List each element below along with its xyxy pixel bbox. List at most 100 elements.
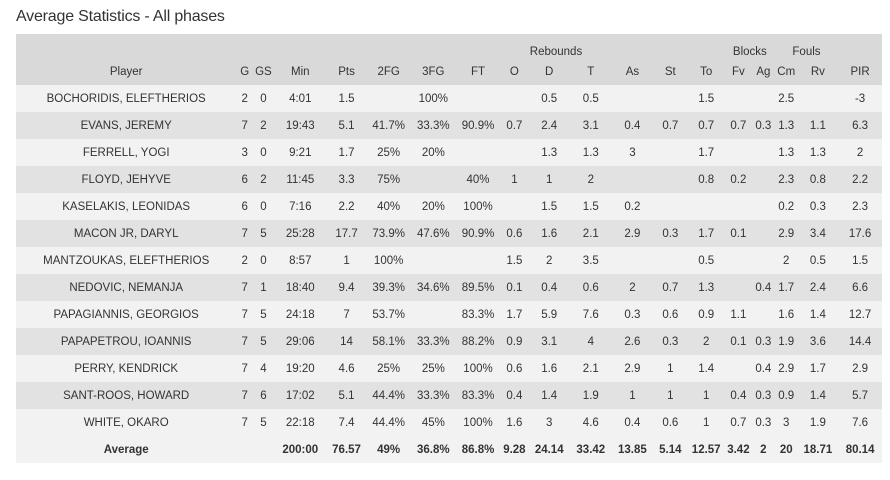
average-cell: 5.14 (653, 436, 688, 463)
stat-cell: 1.3 (528, 139, 570, 166)
column-header[interactable]: To (687, 59, 725, 85)
column-header[interactable]: FT (455, 59, 501, 85)
stat-cell: 83.3% (455, 382, 501, 409)
stat-cell: 0 (253, 193, 274, 220)
column-header[interactable]: PIR (838, 59, 882, 85)
player-name-cell[interactable]: MACON JR, DARYL (16, 220, 237, 247)
column-header[interactable]: Pts (326, 59, 367, 85)
stat-cell: 7.6 (838, 409, 882, 436)
player-name-cell[interactable]: FERRELL, YOGI (16, 139, 237, 166)
stat-cell: 53.7% (366, 301, 411, 328)
stat-cell: 2.4 (528, 112, 570, 139)
stat-cell: 1.4 (797, 382, 839, 409)
column-header[interactable]: As (611, 59, 654, 85)
stat-cell: 0.6 (500, 220, 529, 247)
column-header[interactable]: Rv (797, 59, 839, 85)
table-row: MANTZOUKAS, ELEFTHERIOS 2 0 8:57 1 100% 1.5 2 3.… (16, 247, 882, 274)
stat-cell: 1.1 (724, 301, 752, 328)
column-header[interactable]: O (500, 59, 529, 85)
player-name-cell[interactable]: KASELAKIS, LEONIDAS (16, 193, 237, 220)
column-header[interactable]: Fv (724, 59, 752, 85)
stat-cell (724, 193, 752, 220)
stat-cell: 1.5 (687, 85, 725, 112)
stat-cell: 90.9% (455, 220, 501, 247)
column-header[interactable]: T (570, 59, 612, 85)
column-header[interactable]: Min (273, 59, 327, 85)
player-rows: BOCHORIDIS, ELEFTHERIOS 2 0 4:01 1.5 100% 0.5 0… (16, 85, 882, 436)
stat-cell: 0.7 (724, 112, 752, 139)
stat-cell: 2.9 (611, 355, 654, 382)
stat-cell: 100% (455, 355, 501, 382)
stat-cell: 1.3 (570, 139, 612, 166)
stat-cell: 0.4 (528, 274, 570, 301)
stat-cell: 2.9 (611, 220, 654, 247)
column-header[interactable]: Player (16, 59, 237, 85)
column-header[interactable]: D (528, 59, 570, 85)
column-header[interactable]: GS (253, 59, 274, 85)
table-row: PAPAPETROU, IOANNIS 7 5 29:06 14 58.1% 33.3% 88… (16, 328, 882, 355)
stats-table-container: Rebounds Blocks Fouls Player G GS Min Pt… (16, 34, 882, 463)
table-row: WHITE, OKARO 7 5 22:18 7.4 44.4% 45% 100% 1.6 3 4.… (16, 409, 882, 436)
player-name-cell[interactable]: SANT-ROOS, HOWARD (16, 382, 237, 409)
stat-cell: 89.5% (455, 274, 501, 301)
stat-cell: 1 (687, 382, 725, 409)
player-name-cell[interactable]: PERRY, KENDRICK (16, 355, 237, 382)
stat-cell: 1.5 (570, 193, 612, 220)
stat-cell: 1 (653, 382, 688, 409)
player-name-cell[interactable]: PAPAGIANNIS, GEORGIOS (16, 301, 237, 328)
column-header[interactable]: Ag (751, 59, 775, 85)
stat-cell: 17.6 (838, 220, 882, 247)
column-header[interactable]: Cm (774, 59, 798, 85)
average-cell: 18.71 (797, 436, 839, 463)
column-header[interactable]: 2FG (366, 59, 411, 85)
column-header[interactable]: 3FG (410, 59, 456, 85)
stat-cell: 2.1 (570, 355, 612, 382)
stat-cell: 7 (236, 328, 253, 355)
column-header[interactable]: St (653, 59, 688, 85)
stat-cell: 40% (455, 166, 501, 193)
stat-cell: 0.2 (724, 166, 752, 193)
stat-cell: 1 (500, 166, 529, 193)
column-header[interactable]: G (236, 59, 253, 85)
stat-cell: 0.9 (774, 382, 798, 409)
player-name-cell[interactable]: BOCHORIDIS, ELEFTHERIOS (16, 85, 237, 112)
stat-cell: 100% (455, 409, 501, 436)
stat-cell: 0.3 (751, 409, 775, 436)
stat-cell (653, 85, 688, 112)
stat-cell: 2 (687, 328, 725, 355)
table-row: NEDOVIC, NEMANJA 7 1 18:40 9.4 39.3% 34.6% 89.5… (16, 274, 882, 301)
stat-cell: 2.6 (611, 328, 654, 355)
stat-cell (724, 139, 752, 166)
stat-cell: 33.3% (410, 382, 456, 409)
stat-cell: 1 (253, 274, 274, 301)
stat-cell (797, 85, 839, 112)
stat-cell: 3.1 (528, 328, 570, 355)
table-row: PAPAGIANNIS, GEORGIOS 7 5 24:18 7 53.7% 83.3% 1… (16, 301, 882, 328)
player-name-cell[interactable]: MANTZOUKAS, ELEFTHERIOS (16, 247, 237, 274)
stat-cell: 0.4 (611, 112, 654, 139)
table-row: SANT-ROOS, HOWARD 7 6 17:02 5.1 44.4% 33.3% 83.… (16, 382, 882, 409)
stat-cell: 0.2 (774, 193, 798, 220)
stat-cell: 0.7 (500, 112, 529, 139)
stat-cell: 2 (253, 166, 274, 193)
player-name-cell[interactable]: WHITE, OKARO (16, 409, 237, 436)
stat-cell: 5 (253, 409, 274, 436)
average-statistics-table: Rebounds Blocks Fouls Player G GS Min Pt… (16, 34, 882, 463)
stat-cell: 29:06 (273, 328, 327, 355)
stat-cell: 18:40 (273, 274, 327, 301)
stat-cell: 14.4 (838, 328, 882, 355)
player-name-cell[interactable]: PAPAPETROU, IOANNIS (16, 328, 237, 355)
stat-cell: 6 (253, 382, 274, 409)
stat-cell: 0.6 (500, 355, 529, 382)
player-name-cell[interactable]: FLOYD, JEHYVE (16, 166, 237, 193)
stat-cell: 1.3 (687, 274, 725, 301)
stat-cell: 0.4 (751, 355, 775, 382)
player-name-cell[interactable]: NEDOVIC, NEMANJA (16, 274, 237, 301)
table-row: FLOYD, JEHYVE 6 2 11:45 3.3 75% 40% 1 1 2 0.8 0.2 2.… (16, 166, 882, 193)
stat-cell: 22:18 (273, 409, 327, 436)
player-name-cell[interactable]: EVANS, JEREMY (16, 112, 237, 139)
table-row: EVANS, JEREMY 7 2 19:43 5.1 41.7% 33.3% 90.9% 0.… (16, 112, 882, 139)
stat-cell: 2 (236, 85, 253, 112)
stat-cell (653, 166, 688, 193)
average-cell: 12.57 (687, 436, 725, 463)
